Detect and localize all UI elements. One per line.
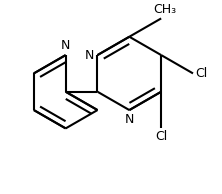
Text: N: N	[61, 39, 70, 52]
Text: N: N	[85, 48, 95, 61]
Text: CH₃: CH₃	[153, 3, 176, 16]
Text: Cl: Cl	[195, 67, 207, 80]
Text: N: N	[125, 113, 134, 126]
Text: Cl: Cl	[155, 130, 167, 143]
